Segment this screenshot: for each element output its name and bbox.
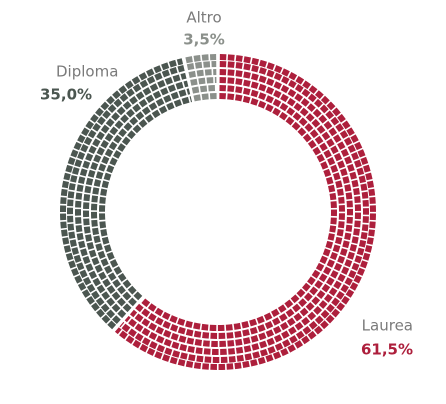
donut-segment <box>99 96 193 301</box>
donut-segment <box>188 69 217 78</box>
donut-segment <box>83 80 189 313</box>
donut-segment <box>140 93 337 331</box>
category-label: Altro <box>186 9 221 27</box>
donut-segment <box>129 77 353 347</box>
value-label: 61,5% <box>361 341 413 359</box>
donut-segment <box>60 58 184 330</box>
value-label: 3,5% <box>183 31 225 49</box>
donut-segment <box>91 88 191 307</box>
donut-segment <box>119 61 369 363</box>
donut-segment <box>185 54 217 64</box>
donut-segment <box>75 72 187 319</box>
value-label: 35,0% <box>40 86 92 104</box>
donut-segment <box>114 54 376 370</box>
donut-segment <box>191 85 217 94</box>
category-label: Laurea <box>362 317 413 335</box>
category-label: Diploma <box>56 63 118 81</box>
donut-segment <box>67 65 185 325</box>
donut-segment <box>193 93 217 102</box>
donut-segment <box>124 69 361 355</box>
donut-segment <box>135 85 345 339</box>
donut-segment <box>186 61 217 71</box>
donut-segment <box>190 77 217 86</box>
